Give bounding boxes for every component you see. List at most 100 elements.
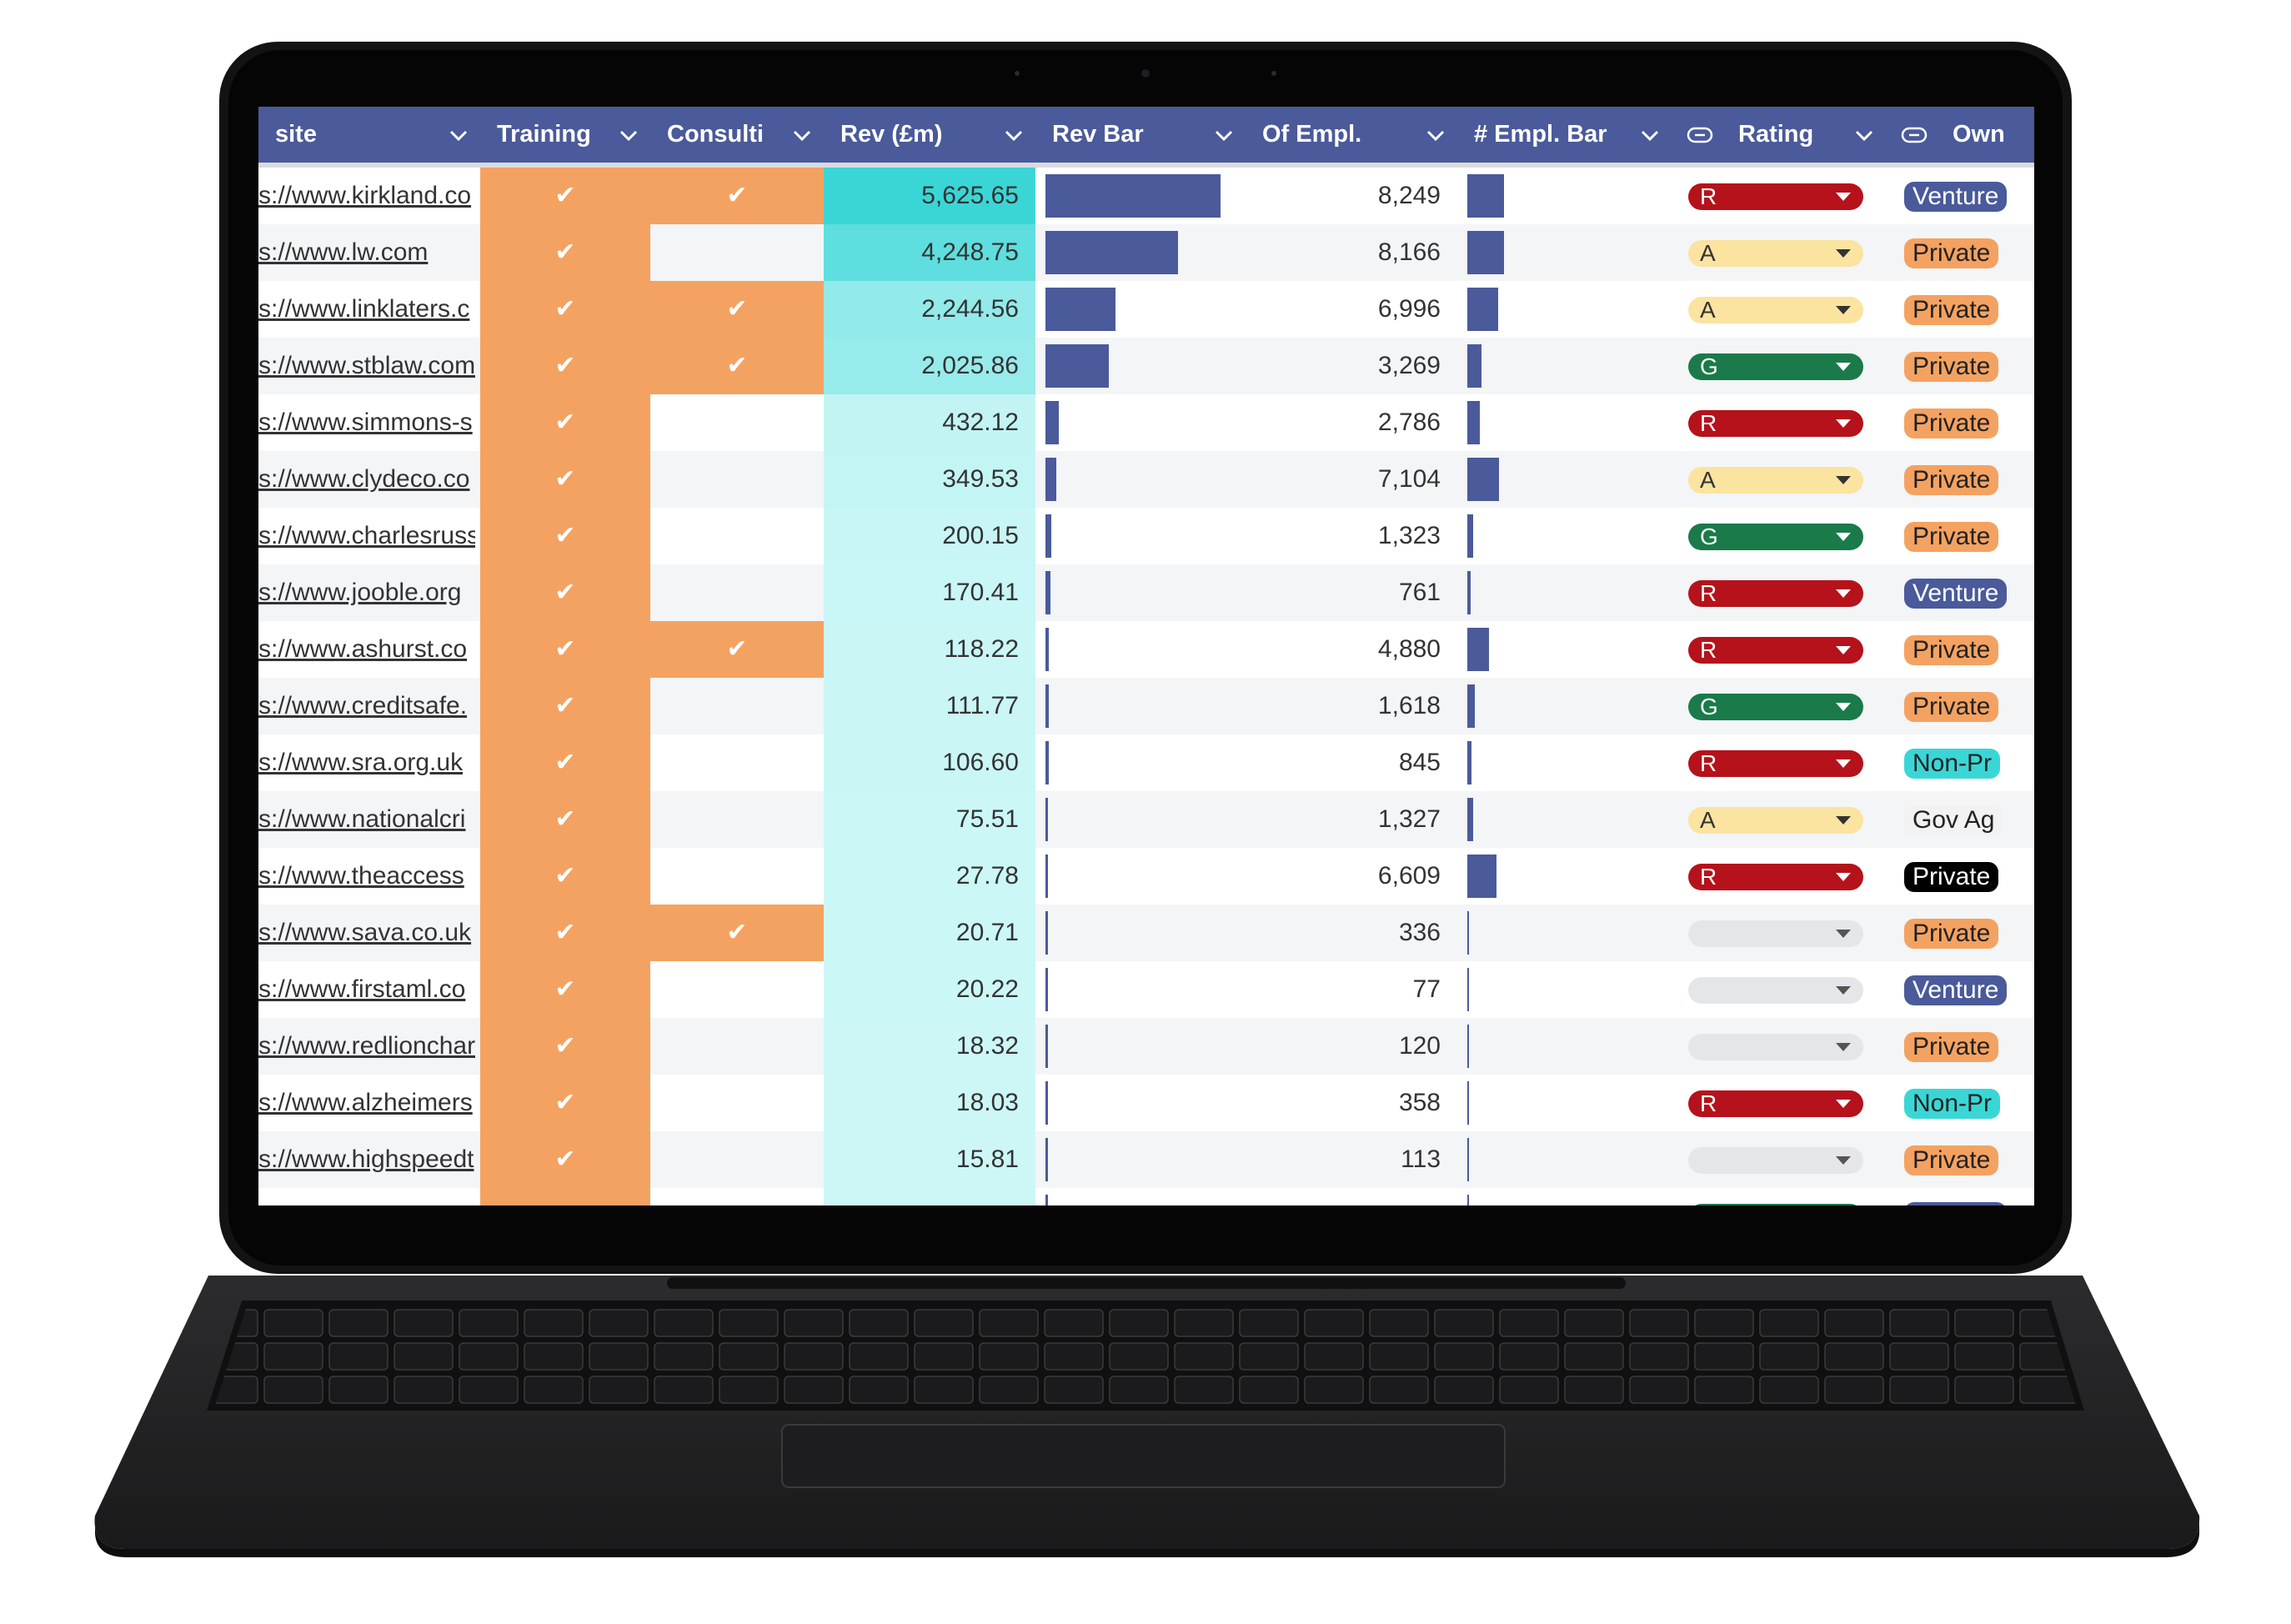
rating-dropdown[interactable]: G — [1688, 694, 1863, 720]
column-header[interactable]: Own — [1886, 107, 2034, 163]
website-link[interactable]: s://www.linklaters.c — [258, 295, 470, 323]
dropdown-arrow — [1836, 1100, 1851, 1108]
ownership-tag: Private — [1904, 1032, 1999, 1062]
table-row: s://www.redlionchar ✔ 18.32 120 Private — [258, 1018, 2034, 1075]
dropdown-arrow — [1836, 193, 1851, 201]
website-link[interactable]: s://www.sra.org.uk — [258, 749, 464, 776]
dropdown-arrow — [1836, 476, 1851, 484]
dropdown-arrow — [1836, 363, 1851, 371]
header-divider — [258, 163, 2034, 168]
ownership-tag: Private — [1904, 409, 1999, 439]
ownership-tag: Venture — [1904, 182, 2008, 212]
website-link[interactable]: s://www.stblaw.com — [258, 352, 475, 379]
rating-dropdown[interactable]: A — [1688, 297, 1863, 323]
training-check: ✔ — [480, 564, 650, 621]
website-link[interactable]: s://www.firstaml.co — [258, 975, 466, 1003]
website-link[interactable]: s://www.alzheimers — [258, 1089, 473, 1116]
website-link[interactable]: s://www.redlionchar — [258, 1032, 475, 1060]
website-link[interactable]: s://www.kirkland.co — [258, 182, 472, 209]
revenue-bar — [1045, 174, 1221, 218]
website-link[interactable]: s://www.clydeco.co — [258, 465, 470, 493]
column-icon — [1901, 127, 1928, 143]
rating-dropdown[interactable]: A — [1688, 467, 1863, 494]
employees-bar — [1467, 911, 1469, 955]
column-header[interactable]: Rating — [1672, 107, 1886, 163]
rating-dropdown[interactable]: G — [1688, 524, 1863, 550]
website-link[interactable]: s://www.nationalcri — [258, 805, 466, 833]
employees-bar — [1467, 231, 1504, 274]
employees: 1,618 — [1377, 692, 1441, 719]
table-row: s://www.ashurst.co ✔ ✔ 118.22 4,880 R Private — [258, 621, 2034, 678]
consulting-check: ✔ — [650, 621, 824, 678]
rating-dropdown[interactable]: A — [1688, 807, 1863, 834]
sort-chevron[interactable] — [792, 125, 812, 145]
dropdown-arrow — [1836, 759, 1851, 768]
rating-dropdown[interactable]: R — [1688, 183, 1863, 210]
sort-chevron[interactable] — [449, 125, 469, 145]
website-link[interactable]: s://www.sava.co.uk — [258, 919, 472, 946]
rating-dropdown[interactable] — [1688, 977, 1863, 1004]
dropdown-arrow — [1836, 930, 1851, 938]
rating-dropdown[interactable] — [1688, 920, 1863, 947]
employees: 94 — [1246, 1188, 1457, 1205]
rating-dropdown[interactable]: G — [1688, 1204, 1863, 1205]
rating-dropdown[interactable]: R — [1688, 580, 1863, 607]
ownership-tag: Private — [1904, 238, 1999, 268]
website-link[interactable]: s://www.charlesruss — [258, 522, 475, 549]
rating-dropdown[interactable]: G — [1688, 353, 1863, 380]
website-link[interactable]: s://www.ashurst.co — [258, 635, 468, 663]
rating-dropdown[interactable] — [1688, 1034, 1863, 1060]
table-row: s://www.clydeco.co ✔ 349.53 7,104 A Private — [258, 451, 2034, 508]
base-edge — [94, 1516, 2200, 1557]
rating-dropdown[interactable]: R — [1688, 410, 1863, 437]
sort-chevron[interactable] — [1854, 125, 1874, 145]
revenue-bar — [1045, 628, 1050, 671]
dropdown-arrow — [1836, 1043, 1851, 1051]
website-link[interactable]: s://www.jooble.org — [258, 579, 462, 606]
website-link[interactable]: s://www.lw.com — [258, 238, 429, 266]
rating-value: G — [1700, 694, 1718, 719]
column-header[interactable]: Of Empl. — [1246, 107, 1457, 163]
revenue-bar — [1045, 798, 1048, 841]
training-check: ✔ — [480, 1188, 650, 1205]
rating-dropdown[interactable]: R — [1688, 750, 1863, 777]
column-header[interactable]: Consulti — [650, 107, 824, 163]
ownership-tag: Private — [1904, 352, 1999, 382]
rating-value: A — [1700, 297, 1716, 323]
table-row: s://www.jooble.org ✔ 170.41 761 R Venture — [258, 564, 2034, 621]
sort-chevron[interactable] — [1214, 125, 1234, 145]
sort-chevron[interactable] — [1426, 125, 1446, 145]
sort-chevron[interactable] — [1004, 125, 1024, 145]
training-check: ✔ — [480, 281, 650, 338]
employees-bar — [1467, 684, 1475, 728]
rating-dropdown[interactable] — [1688, 1147, 1863, 1174]
website-link[interactable]: s://www.taxcalc.cor — [258, 1188, 475, 1205]
employees-bar — [1467, 1195, 1469, 1205]
dropdown-arrow — [1836, 249, 1851, 258]
rating-dropdown[interactable]: R — [1688, 637, 1863, 664]
rating-dropdown[interactable]: R — [1688, 864, 1863, 890]
column-header[interactable]: # Empl. Bar — [1457, 107, 1672, 163]
revenue-bar — [1045, 1081, 1048, 1125]
website-link[interactable]: s://www.creditsafe. — [258, 692, 468, 719]
revenue: 15.81 — [824, 1131, 1035, 1188]
employees-bar — [1467, 571, 1471, 614]
rating-value: R — [1700, 183, 1717, 209]
trackpad[interactable] — [781, 1424, 1506, 1488]
revenue: 200.15 — [824, 508, 1035, 564]
rating-dropdown[interactable]: R — [1688, 1090, 1863, 1117]
column-header[interactable]: Training — [480, 107, 650, 163]
website-link[interactable]: s://www.theaccess — [258, 862, 464, 890]
column-header[interactable]: site — [258, 107, 480, 163]
website-link[interactable]: s://www.simmons-s — [258, 409, 473, 436]
column-header[interactable]: Rev (£m) — [824, 107, 1035, 163]
column-header[interactable]: Rev Bar — [1035, 107, 1246, 163]
training-check: ✔ — [480, 224, 650, 281]
table-row: s://www.alzheimers ✔ 18.03 358 R Non-Pr — [258, 1075, 2034, 1131]
training-check: ✔ — [480, 791, 650, 848]
sort-chevron[interactable] — [619, 125, 639, 145]
sort-chevron[interactable] — [1640, 125, 1660, 145]
rating-dropdown[interactable]: A — [1688, 240, 1863, 267]
website-link[interactable]: s://www.highspeedt — [258, 1145, 474, 1173]
employees: 113 — [1401, 1145, 1441, 1173]
